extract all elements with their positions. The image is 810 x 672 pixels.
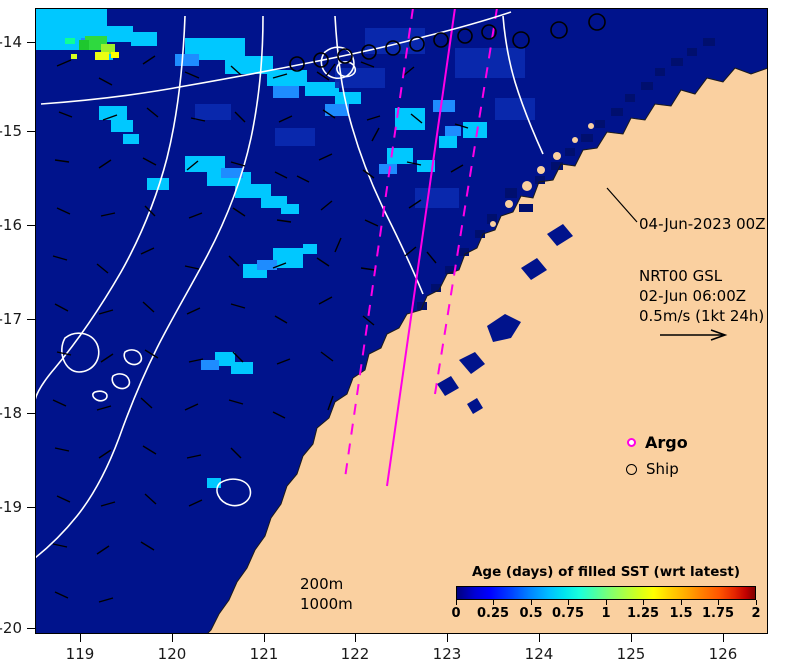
- x-tick-label-1: 120: [157, 645, 187, 663]
- colorbar-tick: [643, 600, 644, 605]
- x-tick-label-5: 124: [524, 645, 554, 663]
- x-tick: [631, 634, 632, 642]
- colorbar-label-7: 1.75: [701, 606, 735, 621]
- colorbar-label-8: 2: [751, 606, 761, 621]
- colorbar-label-3: 0.75: [551, 606, 585, 621]
- x-tick: [172, 634, 173, 642]
- y-tick: [27, 413, 35, 414]
- contour-label-1000m: 1000m: [300, 595, 353, 613]
- colorbar-label-5: 1.25: [626, 606, 660, 621]
- bathymetry-contours: [35, 15, 544, 559]
- ship-position-markers: [289, 13, 606, 72]
- current-model-time: 02-Jun 06:00Z: [639, 287, 747, 305]
- ship-track-layer: [40, 11, 606, 105]
- colorbar-tick: [456, 600, 457, 605]
- legend-item-argo: Argo: [627, 433, 688, 452]
- legend-item-ship: Ship: [626, 460, 679, 478]
- colorbar-label-1: 0.25: [476, 606, 510, 621]
- colorbar-tick: [568, 600, 569, 605]
- argo-track-layer: [344, 8, 498, 487]
- colorbar-label-0: 0: [451, 606, 461, 621]
- x-tick: [264, 634, 265, 642]
- x-tick: [80, 634, 81, 642]
- colorbar-tick: [531, 600, 532, 605]
- current-model-label: NRT00 GSL: [639, 267, 723, 285]
- x-tick-label-3: 122: [340, 645, 370, 663]
- colorbar-tick: [493, 600, 494, 605]
- y-tick-label-6: -20: [0, 619, 22, 637]
- x-tick: [723, 634, 724, 642]
- colorbar-tick: [718, 600, 719, 605]
- ship-track-line: [40, 11, 512, 105]
- y-tick: [27, 131, 35, 132]
- ship-marker-icon: [626, 463, 637, 475]
- y-tick-label-1: -15: [0, 122, 22, 140]
- sst-age-map: 04-Jun-2023 00Z NRT00 GSL 02-Jun 06:00Z …: [35, 8, 768, 634]
- x-tick-label-0: 119: [65, 645, 95, 663]
- y-tick-label-0: -14: [0, 33, 22, 51]
- colorbar-label-2: 0.5: [519, 606, 543, 621]
- legend-label-argo: Argo: [645, 433, 688, 452]
- y-tick: [27, 507, 35, 508]
- x-tick: [447, 634, 448, 642]
- y-tick-label-2: -16: [0, 216, 22, 234]
- y-tick-label-5: -19: [0, 498, 22, 516]
- y-tick: [27, 225, 35, 226]
- argo-marker-icon: [627, 438, 636, 447]
- ship-time-annotation: 04-Jun-2023 00Z: [639, 215, 766, 233]
- colorbar-label-6: 1.5: [669, 606, 693, 621]
- colorbar: Age (days) of filled SST (wrt latest) 0 …: [444, 564, 768, 630]
- contour-label-200m: 200m: [300, 575, 344, 593]
- surface-current-vectors: [52, 55, 469, 603]
- argo-track-solid-center: [386, 8, 456, 487]
- y-tick: [27, 42, 35, 43]
- colorbar-title: Age (days) of filled SST (wrt latest): [471, 564, 741, 580]
- x-tick: [539, 634, 540, 642]
- legend-label-ship: Ship: [646, 460, 679, 478]
- y-tick-label-4: -18: [0, 404, 22, 422]
- colorbar-tick: [756, 600, 757, 605]
- land-mask-layer: [206, 38, 768, 634]
- y-tick: [27, 319, 35, 320]
- colorbar-label-4: 1: [601, 606, 611, 621]
- argo-track-dashed-east: [434, 8, 498, 395]
- ship-time-leader-line: [606, 187, 638, 223]
- current-model-scale: 0.5m/s (1kt 24h): [639, 307, 765, 325]
- colorbar-tick: [606, 600, 607, 605]
- x-tick-label-7: 126: [708, 645, 738, 663]
- x-tick: [355, 634, 356, 642]
- colorbar-tick: [681, 600, 682, 605]
- y-tick-label-3: -17: [0, 310, 22, 328]
- colorbar-gradient: [456, 586, 756, 600]
- x-tick-label-2: 121: [249, 645, 279, 663]
- current-scale-arrow: [660, 329, 728, 341]
- x-tick-label-4: 123: [432, 645, 462, 663]
- y-tick: [27, 628, 35, 629]
- x-tick-label-6: 125: [616, 645, 646, 663]
